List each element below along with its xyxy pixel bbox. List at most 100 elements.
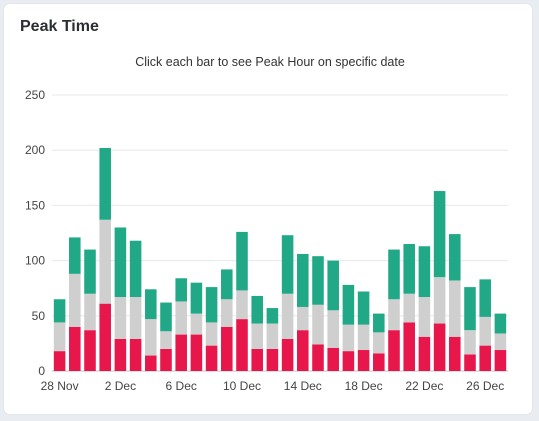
bar-segment[interactable] bbox=[433, 277, 446, 324]
bar-segment[interactable] bbox=[190, 313, 203, 335]
bar-segment[interactable] bbox=[175, 301, 187, 335]
grid-lines bbox=[52, 94, 508, 372]
bar-segment[interactable] bbox=[145, 289, 157, 320]
bar-segment[interactable] bbox=[418, 297, 431, 337]
bar-segment[interactable] bbox=[464, 330, 476, 355]
bar-segment[interactable] bbox=[53, 351, 66, 371]
bar-segment[interactable] bbox=[53, 299, 66, 323]
bar-segment[interactable] bbox=[357, 291, 370, 325]
bar-segment[interactable] bbox=[281, 235, 294, 294]
bar-segment[interactable] bbox=[99, 147, 111, 220]
bar-segment[interactable] bbox=[464, 287, 476, 331]
bar-segment[interactable] bbox=[236, 231, 248, 291]
bar-segment[interactable] bbox=[205, 322, 218, 346]
bar-segment[interactable] bbox=[373, 313, 385, 333]
bar-segment[interactable] bbox=[357, 324, 370, 351]
bar-segment[interactable] bbox=[281, 293, 294, 339]
bar-segment[interactable] bbox=[84, 249, 96, 294]
bar-segment[interactable] bbox=[297, 253, 309, 307]
bar-segment[interactable] bbox=[175, 278, 187, 302]
bar-segment[interactable] bbox=[403, 293, 415, 323]
bar-segment[interactable] bbox=[53, 322, 66, 352]
bar-segment[interactable] bbox=[357, 350, 370, 371]
bar-segment[interactable] bbox=[236, 290, 248, 320]
bar-segment[interactable] bbox=[84, 293, 96, 331]
bar-segment[interactable] bbox=[129, 297, 142, 339]
x-tick-label: 18 Dec bbox=[345, 379, 383, 393]
bar-segment[interactable] bbox=[342, 324, 355, 352]
bar-segment[interactable] bbox=[205, 345, 218, 371]
bar-segment[interactable] bbox=[388, 330, 400, 371]
bar-segment[interactable] bbox=[373, 332, 385, 354]
bar-segment[interactable] bbox=[251, 323, 263, 349]
bar-segment[interactable] bbox=[449, 280, 461, 337]
bar-segment[interactable] bbox=[99, 303, 111, 371]
bar-segment[interactable] bbox=[236, 319, 248, 371]
bar-segment[interactable] bbox=[190, 282, 203, 314]
bar-group[interactable] bbox=[53, 147, 507, 371]
bar-segment[interactable] bbox=[312, 256, 324, 305]
bar-segment[interactable] bbox=[494, 333, 507, 351]
card-title: Peak Time bbox=[20, 18, 99, 35]
bar-segment[interactable] bbox=[221, 299, 233, 327]
bar-segment[interactable] bbox=[175, 334, 187, 371]
bar-segment[interactable] bbox=[464, 354, 476, 371]
bar-segment[interactable] bbox=[342, 351, 355, 371]
bar-segment[interactable] bbox=[403, 322, 415, 371]
y-tick-label: 250 bbox=[25, 88, 45, 102]
bar-segment[interactable] bbox=[479, 279, 491, 317]
bar-segment[interactable] bbox=[221, 269, 233, 300]
bar-segment[interactable] bbox=[281, 338, 294, 371]
bar-segment[interactable] bbox=[449, 336, 461, 371]
bar-segment[interactable] bbox=[433, 191, 446, 278]
bar-segment[interactable] bbox=[327, 260, 339, 311]
bar-segment[interactable] bbox=[160, 302, 172, 332]
bar-segment[interactable] bbox=[69, 326, 81, 371]
bar-segment[interactable] bbox=[266, 308, 279, 324]
bar-segment[interactable] bbox=[479, 316, 491, 346]
bar-segment[interactable] bbox=[205, 287, 218, 323]
x-tick-label: 10 Dec bbox=[223, 379, 261, 393]
bar-segment[interactable] bbox=[342, 284, 355, 325]
bar-segment[interactable] bbox=[160, 348, 172, 371]
bar-segment[interactable] bbox=[312, 344, 324, 371]
bar-segment[interactable] bbox=[114, 338, 127, 371]
bar-segment[interactable] bbox=[221, 326, 233, 371]
bar-segment[interactable] bbox=[449, 234, 461, 281]
y-tick-label: 200 bbox=[25, 143, 45, 157]
bar-segment[interactable] bbox=[69, 237, 81, 274]
bar-segment[interactable] bbox=[373, 353, 385, 371]
bar-segment[interactable] bbox=[494, 313, 507, 334]
x-tick-label: 14 Dec bbox=[284, 379, 322, 393]
bar-segment[interactable] bbox=[129, 338, 142, 371]
bar-segment[interactable] bbox=[494, 350, 507, 371]
bar-segment[interactable] bbox=[403, 244, 415, 294]
bar-segment[interactable] bbox=[312, 304, 324, 345]
bar-segment[interactable] bbox=[114, 297, 127, 339]
bar-segment[interactable] bbox=[433, 323, 446, 371]
bar-segment[interactable] bbox=[145, 319, 157, 356]
bar-segment[interactable] bbox=[266, 348, 279, 371]
bar-segment[interactable] bbox=[297, 330, 309, 371]
bar-segment[interactable] bbox=[388, 299, 400, 331]
y-axis: 0 50 100 150 200 250 bbox=[25, 88, 45, 378]
bar-segment[interactable] bbox=[84, 330, 96, 371]
bar-segment[interactable] bbox=[418, 336, 431, 371]
bar-segment[interactable] bbox=[129, 240, 142, 298]
bar-segment[interactable] bbox=[251, 348, 263, 371]
bar-segment[interactable] bbox=[479, 345, 491, 371]
bar-segment[interactable] bbox=[69, 273, 81, 327]
chart-subtitle: Click each bar to see Peak Hour on speci… bbox=[135, 55, 405, 69]
bar-segment[interactable] bbox=[418, 246, 431, 298]
bar-segment[interactable] bbox=[266, 323, 279, 349]
bar-segment[interactable] bbox=[114, 227, 127, 298]
bar-segment[interactable] bbox=[160, 331, 172, 349]
bar-segment[interactable] bbox=[327, 310, 339, 348]
bar-segment[interactable] bbox=[327, 347, 339, 371]
bar-segment[interactable] bbox=[388, 249, 400, 300]
bar-segment[interactable] bbox=[251, 295, 263, 324]
bar-segment[interactable] bbox=[145, 355, 157, 371]
bar-segment[interactable] bbox=[297, 306, 309, 331]
bar-segment[interactable] bbox=[190, 334, 203, 371]
bar-segment[interactable] bbox=[99, 219, 111, 304]
